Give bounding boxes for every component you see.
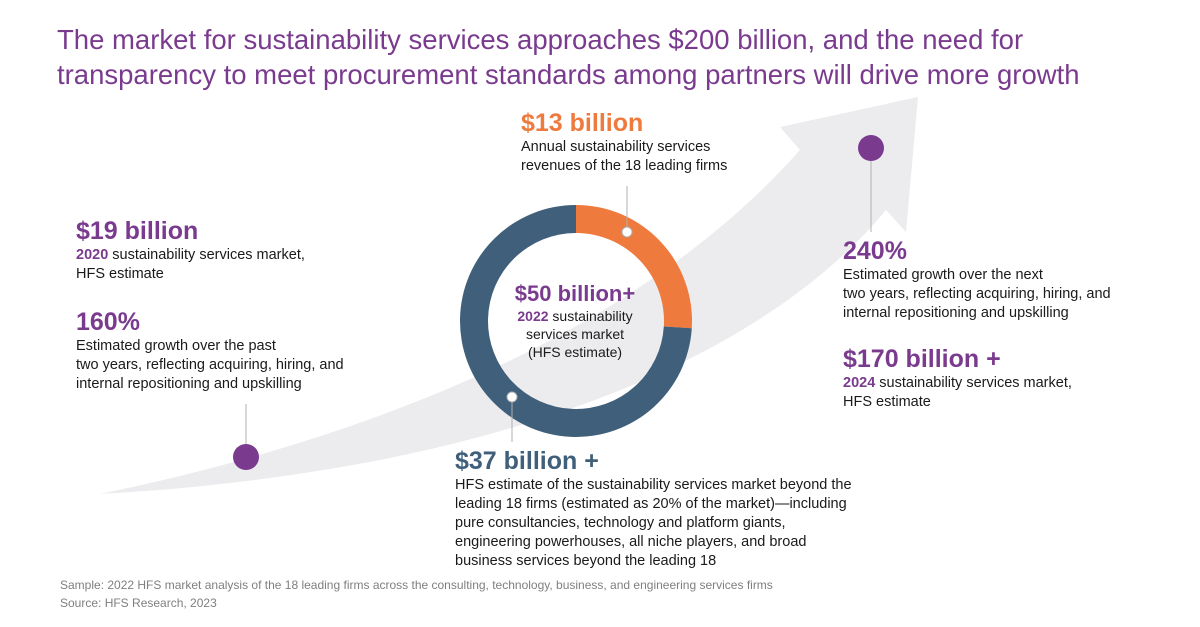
title-line-1: The market for sustainability services a… (57, 24, 1024, 55)
market-2020-block: $19 billion 2020 sustainability services… (76, 216, 305, 284)
beyond-leading-line-5: business services beyond the leading 18 (455, 553, 717, 569)
market-2024-desc: 2024 sustainability services market, (843, 374, 1072, 393)
donut-slice-1 (576, 205, 693, 329)
beyond-leading-block: $37 billion + HFS estimate of the sustai… (455, 446, 852, 571)
market-2020-value: $19 billion (76, 217, 199, 245)
footnote-sample: Sample: 2022 HFS market analysis of the … (60, 578, 773, 592)
growth-next-block: 240% Estimated growth over the next two … (843, 236, 1111, 323)
market-2022-year: 2022 (517, 308, 549, 324)
market-2024-value: $170 billion + (843, 345, 1001, 373)
donut-center-label: $50 billion+ 2022 sustainability service… (495, 281, 655, 361)
leading-firms-line-2: revenues of the 18 leading firms (521, 158, 728, 174)
market-2024-source: HFS estimate (843, 394, 931, 410)
page-title: The market for sustainability services a… (57, 22, 1177, 92)
right-marker-dot (858, 135, 884, 161)
leading-firms-line-1: Annual sustainability services (521, 139, 711, 155)
leading-firms-value: $13 billion (521, 109, 644, 137)
market-2024-desc-text: sustainability services market, (875, 375, 1072, 391)
growth-past-line-1: Estimated growth over the past (76, 338, 276, 354)
beyond-leading-line-4: engineering powerhouses, all niche playe… (455, 534, 807, 550)
footnote: Sample: 2022 HFS market analysis of the … (60, 576, 773, 612)
left-marker-dot (233, 444, 259, 470)
market-2022-line-1-text: sustainability (548, 308, 633, 324)
growth-past-value: 160% (76, 308, 140, 336)
market-2020-desc: 2020 sustainability services market, (76, 246, 305, 265)
bottom-segment-marker (506, 391, 518, 403)
beyond-leading-line-3: pure consultancies, technology and platf… (455, 515, 786, 531)
market-2022-line-3: (HFS estimate) (527, 344, 623, 360)
footnote-source: Source: HFS Research, 2023 (60, 596, 217, 610)
growth-next-line-3: internal repositioning and upskilling (843, 305, 1069, 321)
market-2020-year: 2020 (76, 247, 109, 263)
market-2020-source: HFS estimate (76, 266, 164, 282)
growth-next-line-1: Estimated growth over the next (843, 267, 1043, 283)
growth-next-line-2: two years, reflecting acquiring, hiring,… (843, 286, 1111, 302)
leading-firms-block: $13 billion Annual sustainability servic… (521, 108, 727, 176)
top-segment-marker (621, 226, 633, 238)
market-2022-line-2: services market (525, 326, 625, 342)
growth-past-line-2: two years, reflecting acquiring, hiring,… (76, 357, 344, 373)
market-2020-desc-text: sustainability services market, (108, 247, 305, 263)
beyond-leading-value: $37 billion + (455, 447, 599, 475)
title-line-2: transparency to meet procurement standar… (57, 59, 1080, 90)
market-2022-value: $50 billion+ (514, 281, 636, 306)
growth-past-line-3: internal repositioning and upskilling (76, 376, 302, 392)
growth-next-value: 240% (843, 237, 907, 265)
growth-past-block: 160% Estimated growth over the past two … (76, 307, 344, 394)
market-2024-block: $170 billion + 2024 sustainability servi… (843, 344, 1072, 412)
donut-chart (460, 205, 693, 438)
market-2022-line-1: 2022 sustainability (495, 307, 655, 325)
beyond-leading-line-1: HFS estimate of the sustainability servi… (455, 477, 852, 493)
market-2024-year: 2024 (843, 375, 876, 391)
beyond-leading-line-2: leading 18 firms (estimated as 20% of th… (455, 496, 847, 512)
